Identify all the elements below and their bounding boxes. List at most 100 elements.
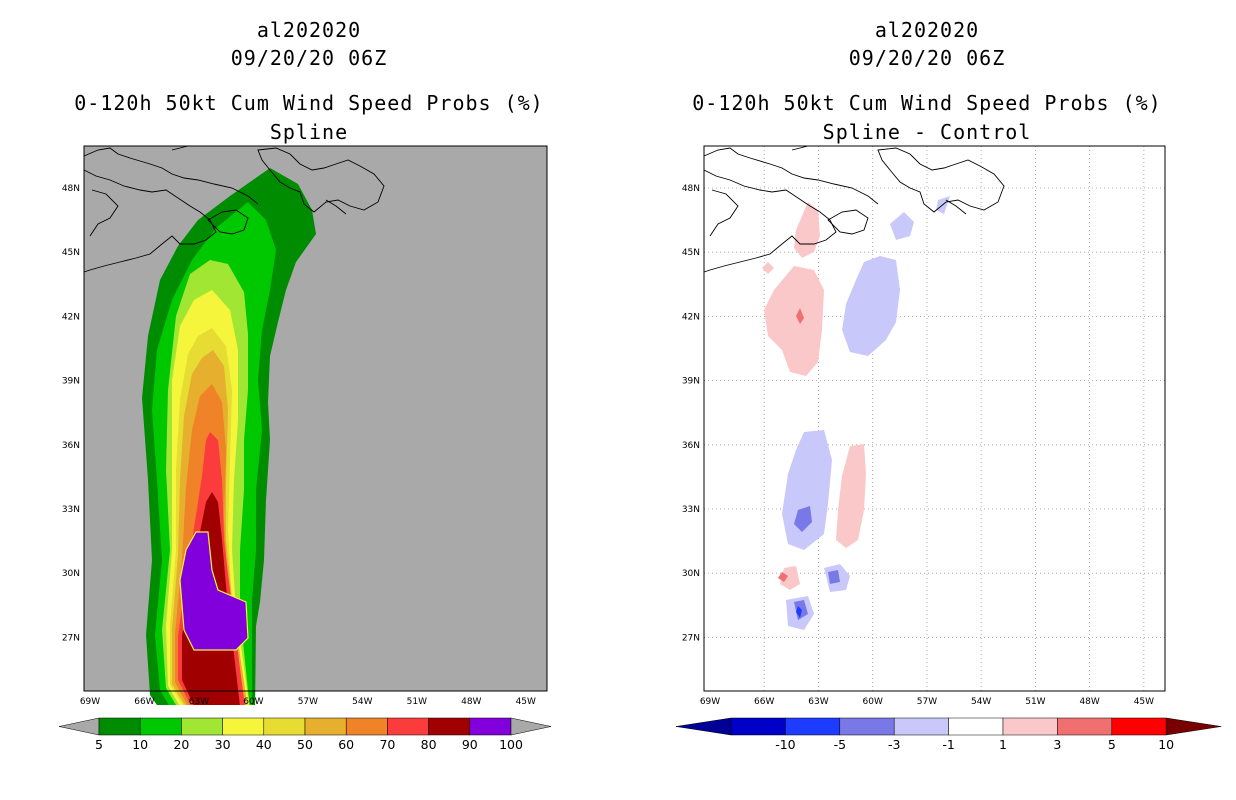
colorbar-swatch (948, 717, 1004, 736)
probability-map: 69W 66W 63W 60W 57W 54W 51W 48W 45W 48N 45N 42N 39N… (62, 145, 548, 705)
colorbar-swatch (1002, 717, 1058, 736)
colorbar-over-arrow (1165, 717, 1222, 736)
colorbar-swatch (785, 717, 841, 736)
colorbar-under-arrow (675, 717, 732, 736)
latitude-tick-label: 39N (682, 377, 700, 387)
latitude-tick-label: 36N (682, 441, 700, 451)
colorbar-swatch (387, 717, 429, 736)
colorbar: -10 -5 -3 -1 1 3 5 10 (675, 717, 1222, 752)
map-background (704, 146, 1165, 691)
strong-negative-diff (794, 506, 812, 532)
colorbar-swatch (893, 717, 949, 736)
positive-diff-area (780, 566, 800, 590)
colorbar-swatch (1111, 717, 1167, 736)
colorbar-label: 60 (338, 737, 354, 752)
negative-diff-area (782, 430, 832, 550)
positive-diff-area (836, 444, 866, 548)
latitude-tick-label: 42N (682, 312, 700, 322)
map-frame (83, 145, 548, 692)
storm-id-title: al202020 (874, 18, 980, 42)
longitude-tick-label: 54W (971, 697, 991, 705)
latitude-tick-label: 36N (62, 441, 80, 451)
latitude-tick-label: 39N (62, 377, 80, 387)
colorbar-label: 10 (1158, 737, 1174, 752)
colorbar-label: 50 (297, 737, 313, 752)
colorbar-swatch (263, 717, 306, 736)
latitude-tick-label: 33N (62, 505, 80, 515)
negative-diff-area (890, 212, 914, 240)
colorbar-label: -5 (834, 737, 846, 752)
longitude-tick-label: 51W (407, 697, 427, 705)
colorbar-label: -1 (942, 737, 954, 752)
swath-outline (179, 531, 249, 651)
colorbar-label: 30 (215, 737, 231, 752)
left-panel: al202020 09/20/20 06Z 0-120h 50kt Cum Wi… (58, 18, 552, 752)
colorbar-swatch (428, 717, 471, 736)
colorbar-swatch (304, 717, 347, 736)
latitude-tick-label: 48N (62, 184, 80, 194)
colorbar-swatch (730, 717, 786, 736)
colorbar-label: 3 (1053, 737, 1061, 752)
right-panel: al202020 09/20/20 06Z 0-120h 50kt Cum Wi… (618, 0, 1236, 800)
latitude-tick-label: 33N (682, 505, 700, 515)
swath-90pct (180, 532, 248, 650)
product-title: 0-120h 50kt Cum Wind Speed Probs (%) (74, 91, 544, 115)
latitude-tick-label: 27N (62, 633, 80, 643)
colorbar-swatch (139, 717, 182, 736)
latitude-tick-labels: 48N 45N 42N 39N 36N 33N 30N 27N (62, 184, 80, 643)
datetime-title: 09/20/20 06Z (848, 46, 1006, 70)
colorbar-swatch (98, 717, 141, 736)
longitude-tick-label: 45W (516, 697, 536, 705)
latitude-tick-label: 30N (682, 569, 700, 579)
colorbar-label: 5 (95, 737, 103, 752)
storm-id-title: al202020 (256, 18, 362, 42)
colorbar-label: 40 (256, 737, 272, 752)
strong-positive-diff (778, 572, 788, 582)
colorbar-label: 80 (421, 737, 437, 752)
longitude-tick-label: 66W (754, 697, 774, 705)
colorbar-label: 20 (173, 737, 189, 752)
colorbar-label: -10 (775, 737, 795, 752)
difference-map: 69W 66W 63W 60W 57W 54W 51W 48W 45W 48N 45N 42N 39N… (682, 145, 1166, 705)
colorbar-label: 70 (379, 737, 395, 752)
subtitle: Spline (269, 120, 349, 144)
longitude-tick-labels: 69W 66W 63W 60W 57W 54W 51W 48W 45W (700, 697, 1154, 705)
colorbar-swatch (345, 717, 388, 736)
probability-swath (142, 168, 316, 705)
longitude-tick-label: 66W (134, 697, 154, 705)
positive-diff-area (762, 262, 774, 274)
subtitle: Spline - Control (822, 120, 1032, 144)
longitude-tick-label: 69W (80, 697, 100, 705)
map-frame (703, 145, 1166, 692)
colorbar-swatch (839, 717, 895, 736)
colorbar-label: -3 (888, 737, 900, 752)
colorbar-label: 90 (462, 737, 478, 752)
difference-contours (762, 196, 950, 630)
longitude-tick-label: 57W (298, 697, 318, 705)
colorbar-swatch (222, 717, 265, 736)
strong-positive-diff (796, 308, 804, 324)
latitude-tick-label: 48N (682, 184, 700, 194)
negative-diff-area (842, 256, 900, 356)
longitude-tick-label: 54W (352, 697, 372, 705)
colorbar-label: 100 (499, 737, 523, 752)
latitude-tick-label: 27N (682, 633, 700, 643)
latitude-tick-label: 30N (62, 569, 80, 579)
strong-negative-diff (828, 570, 840, 584)
colorbar-label: 5 (1108, 737, 1116, 752)
latitude-tick-label: 45N (682, 248, 700, 258)
colorbar-under-arrow (58, 717, 100, 736)
datetime-title: 09/20/20 06Z (230, 46, 388, 70)
longitude-tick-label: 48W (1079, 697, 1099, 705)
coastline (703, 145, 1005, 273)
longitude-tick-label: 45W (1134, 697, 1154, 705)
colorbar: 5 10 20 30 40 50 60 70 80 90 100 (58, 717, 552, 752)
peak-negative-diff (796, 606, 802, 618)
longitude-tick-label: 48W (461, 697, 481, 705)
longitude-tick-label: 60W (243, 697, 263, 705)
longitude-tick-label: 60W (863, 697, 883, 705)
longitude-tick-label: 63W (189, 697, 209, 705)
longitude-tick-label: 57W (917, 697, 937, 705)
colorbar-swatch (181, 717, 223, 736)
colorbar-swatch (1057, 717, 1113, 736)
